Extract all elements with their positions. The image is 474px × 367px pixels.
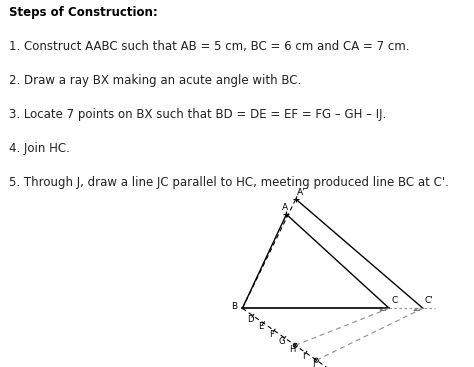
Text: B: B [231,302,237,311]
Text: C: C [392,296,398,305]
Text: Steps of Construction:: Steps of Construction: [9,6,157,18]
Text: 3. Locate 7 points on BX such that BD = DE = EF = FG – GH – IJ.: 3. Locate 7 points on BX such that BD = … [9,108,386,121]
Text: 1. Construct AABC such that AB = 5 cm, BC = 6 cm and CA = 7 cm.: 1. Construct AABC such that AB = 5 cm, B… [9,40,409,52]
Text: 2. Draw a ray BX making an acute angle with BC.: 2. Draw a ray BX making an acute angle w… [9,74,301,87]
Text: J: J [312,360,315,367]
Text: G: G [279,337,285,346]
Text: I: I [302,352,304,361]
Text: H: H [290,345,296,354]
Text: A: A [282,203,288,212]
Text: E: E [258,323,264,331]
Text: F: F [269,330,274,339]
Text: 5. Through J, draw a line JC parallel to HC, meeting produced line BC at C'.: 5. Through J, draw a line JC parallel to… [9,176,448,189]
Text: C': C' [425,296,434,305]
Text: A': A' [297,188,306,197]
Text: 4. Join HC.: 4. Join HC. [9,142,69,155]
Text: D: D [247,315,254,324]
